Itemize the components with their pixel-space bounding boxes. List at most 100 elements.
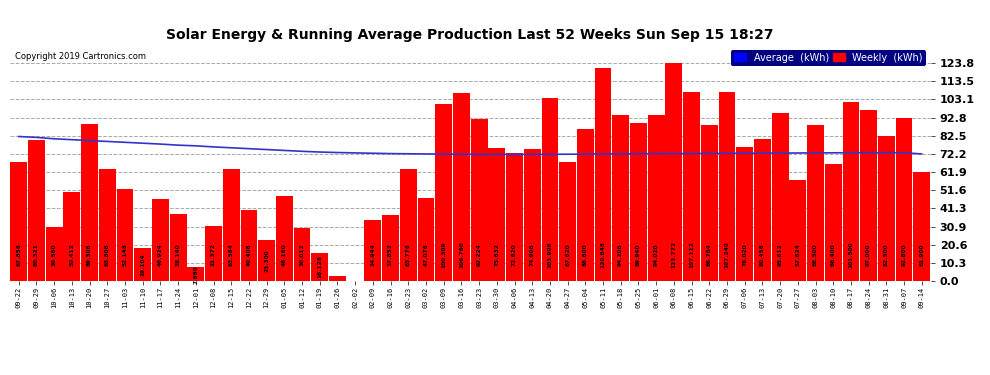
- Text: 37.852: 37.852: [388, 243, 393, 266]
- Text: 52.148: 52.148: [123, 243, 128, 266]
- Text: 63.584: 63.584: [229, 243, 234, 266]
- Bar: [63, 192, 80, 281]
- Bar: [613, 115, 630, 281]
- Text: 63.808: 63.808: [105, 243, 110, 266]
- Text: 67.620: 67.620: [565, 243, 570, 266]
- Title: Solar Energy & Running Average Production Last 52 Weeks Sun Sep 15 18:27: Solar Energy & Running Average Productio…: [166, 28, 774, 42]
- Text: 80.321: 80.321: [34, 243, 39, 266]
- Bar: [329, 276, 346, 281]
- Text: 31.372: 31.372: [211, 243, 216, 266]
- Bar: [878, 136, 895, 281]
- Text: 34.944: 34.944: [370, 243, 375, 266]
- Text: 95.612: 95.612: [777, 243, 783, 266]
- Text: 40.408: 40.408: [247, 243, 251, 266]
- Bar: [135, 248, 151, 281]
- Text: 57.624: 57.624: [795, 243, 800, 266]
- Bar: [524, 149, 541, 281]
- Bar: [630, 123, 646, 281]
- Bar: [258, 240, 275, 281]
- Text: 46.924: 46.924: [157, 243, 163, 266]
- Text: 75.632: 75.632: [494, 243, 499, 266]
- Bar: [754, 140, 771, 281]
- Bar: [771, 112, 788, 281]
- Text: 107.112: 107.112: [689, 242, 694, 268]
- Text: 23.300: 23.300: [264, 249, 269, 272]
- Legend: Average  (kWh), Weekly  (kWh): Average (kWh), Weekly (kWh): [732, 50, 926, 66]
- Bar: [914, 172, 931, 281]
- Text: 88.500: 88.500: [813, 243, 818, 266]
- Text: 74.908: 74.908: [530, 243, 535, 266]
- Text: 100.309: 100.309: [442, 242, 446, 268]
- Bar: [683, 92, 700, 281]
- Bar: [719, 92, 736, 281]
- Text: Copyright 2019 Cartronics.com: Copyright 2019 Cartronics.com: [15, 52, 146, 61]
- Text: 7.880: 7.880: [193, 265, 198, 284]
- Text: 107.240: 107.240: [725, 242, 730, 268]
- Text: 86.600: 86.600: [583, 243, 588, 266]
- Bar: [577, 129, 594, 281]
- Bar: [807, 125, 824, 281]
- Text: 38.140: 38.140: [175, 243, 180, 266]
- Bar: [223, 169, 240, 281]
- Bar: [737, 147, 753, 281]
- Text: 50.412: 50.412: [69, 243, 74, 266]
- Text: 82.500: 82.500: [884, 243, 889, 266]
- Bar: [169, 214, 186, 281]
- Bar: [99, 169, 116, 281]
- Bar: [382, 214, 399, 281]
- Text: 61.900: 61.900: [920, 243, 925, 266]
- Text: 88.704: 88.704: [707, 243, 712, 266]
- Text: 63.776: 63.776: [406, 243, 411, 266]
- Text: 16.128: 16.128: [317, 256, 323, 279]
- Text: 47.076: 47.076: [424, 243, 429, 266]
- Bar: [205, 226, 222, 281]
- Bar: [842, 102, 859, 281]
- Bar: [28, 140, 45, 281]
- Bar: [364, 220, 381, 281]
- Bar: [647, 116, 664, 281]
- Bar: [488, 148, 505, 281]
- Bar: [470, 118, 487, 281]
- Bar: [46, 227, 62, 281]
- Bar: [896, 118, 913, 281]
- Bar: [418, 198, 435, 281]
- Text: 48.160: 48.160: [282, 243, 287, 266]
- Text: 123.772: 123.772: [671, 241, 676, 268]
- Bar: [860, 110, 877, 281]
- Bar: [81, 124, 98, 281]
- Bar: [10, 162, 27, 281]
- Text: 120.848: 120.848: [601, 242, 606, 268]
- Text: 94.020: 94.020: [653, 243, 658, 266]
- Text: 103.908: 103.908: [547, 242, 552, 268]
- Bar: [559, 162, 576, 281]
- Text: 97.000: 97.000: [866, 244, 871, 266]
- Text: 76.020: 76.020: [742, 243, 747, 266]
- Bar: [825, 164, 842, 281]
- Bar: [294, 228, 311, 281]
- Bar: [241, 210, 257, 281]
- Text: 66.400: 66.400: [831, 243, 836, 266]
- Text: 30.012: 30.012: [300, 243, 305, 266]
- Bar: [311, 253, 328, 281]
- Text: 19.104: 19.104: [141, 253, 146, 276]
- Text: 94.208: 94.208: [618, 243, 624, 266]
- Bar: [665, 63, 682, 281]
- Bar: [595, 68, 612, 281]
- Bar: [789, 180, 806, 281]
- Text: 80.456: 80.456: [760, 243, 765, 266]
- Bar: [152, 198, 169, 281]
- Text: 67.856: 67.856: [16, 243, 21, 266]
- Bar: [701, 125, 718, 281]
- Text: 89.308: 89.308: [87, 243, 92, 266]
- Text: 92.224: 92.224: [476, 243, 481, 266]
- Text: 30.560: 30.560: [51, 243, 56, 266]
- Bar: [542, 98, 558, 281]
- Text: 72.620: 72.620: [512, 243, 517, 266]
- Bar: [436, 104, 452, 281]
- Bar: [506, 153, 523, 281]
- Bar: [187, 267, 204, 281]
- Text: 101.500: 101.500: [848, 242, 853, 268]
- Text: 92.800: 92.800: [902, 243, 907, 266]
- Bar: [276, 196, 293, 281]
- Text: 89.940: 89.940: [636, 243, 641, 266]
